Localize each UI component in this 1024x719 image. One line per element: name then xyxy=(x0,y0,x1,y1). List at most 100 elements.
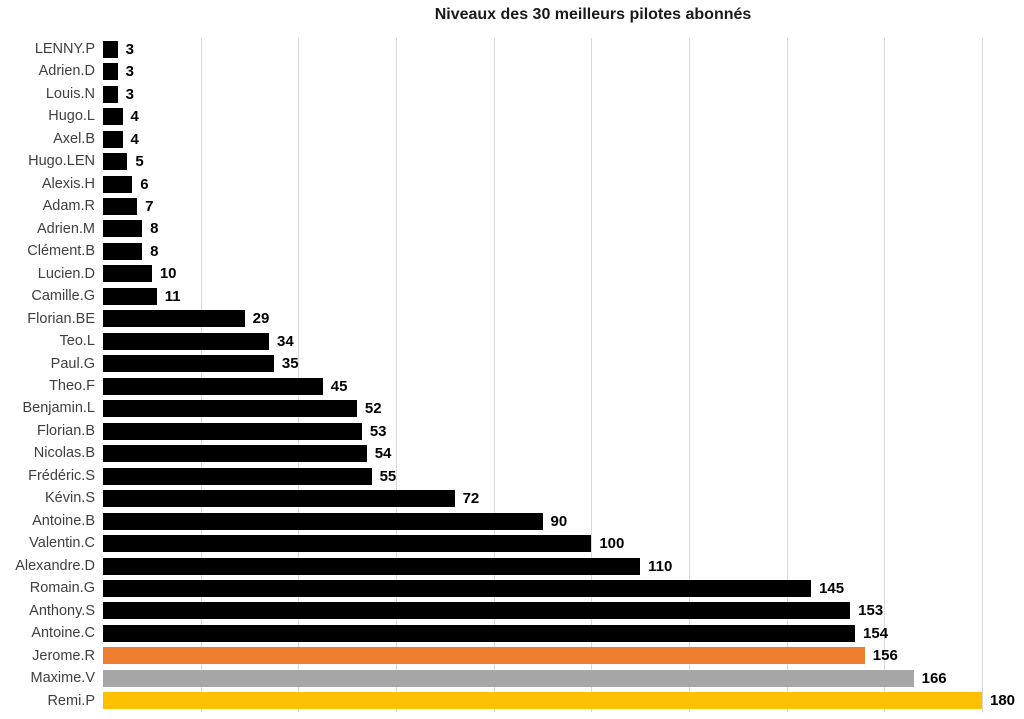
value-label: 180 xyxy=(990,692,1016,710)
bar-row: Clément.B 8 xyxy=(0,240,1024,262)
bar-rows: LENNY.P 3 Adrien.D 3 Louis.N 3 Hugo.L 4 Axel.B 4 H… xyxy=(0,38,1024,712)
bar-zone: 166 xyxy=(103,667,1024,689)
category-label: Jerome.R xyxy=(32,647,95,664)
bar-zone: 53 xyxy=(103,420,1024,442)
bar-row: Anthony.S 153 xyxy=(0,600,1024,622)
value-label: 5 xyxy=(135,153,144,171)
chart-title: Niveaux des 30 meilleurs pilotes abonnés xyxy=(434,6,752,23)
bar xyxy=(103,108,123,126)
bar-zone: 11 xyxy=(103,285,1024,307)
bar xyxy=(103,220,143,238)
bar-zone: 90 xyxy=(103,510,1024,532)
category-label: LENNY.P xyxy=(34,40,95,57)
category-label: Antoine.C xyxy=(31,625,95,642)
bar-zone: 34 xyxy=(103,330,1024,352)
bar-zone: 72 xyxy=(103,487,1024,509)
value-label: 55 xyxy=(379,467,397,485)
bar-zone: 110 xyxy=(103,555,1024,577)
bar xyxy=(103,377,323,395)
bar xyxy=(103,40,118,58)
value-label: 35 xyxy=(281,355,299,373)
value-label: 52 xyxy=(364,400,382,418)
value-label: 10 xyxy=(159,265,177,283)
value-label: 166 xyxy=(921,669,947,687)
bar xyxy=(103,512,543,530)
bar xyxy=(103,130,123,148)
bar-row: Theo.F 45 xyxy=(0,375,1024,397)
bar xyxy=(103,400,357,418)
bar xyxy=(103,242,143,260)
value-label: 90 xyxy=(550,512,568,530)
bar xyxy=(103,624,856,642)
value-label: 45 xyxy=(330,377,348,395)
bar xyxy=(103,287,157,305)
value-label: 11 xyxy=(164,287,181,305)
bar xyxy=(103,153,128,171)
gridline-100 xyxy=(591,38,593,712)
bar-zone: 100 xyxy=(103,532,1024,554)
bar-zone: 54 xyxy=(103,442,1024,464)
category-label: Louis.N xyxy=(45,85,95,102)
bar xyxy=(103,557,641,575)
category-label: Hugo.LEN xyxy=(28,153,95,170)
bar-row: Alexis.H 6 xyxy=(0,173,1024,195)
value-label: 4 xyxy=(130,130,139,148)
category-label: Frédéric.S xyxy=(28,467,95,484)
category-label: Antoine.B xyxy=(32,512,95,529)
category-label: Adrien.D xyxy=(38,63,95,80)
category-label: Adrien.M xyxy=(36,220,95,237)
value-label: 145 xyxy=(819,579,845,597)
bar xyxy=(103,175,133,193)
bar-row: Camille.G 11 xyxy=(0,285,1024,307)
bar-zone: 180 xyxy=(103,690,1024,712)
bar xyxy=(103,692,982,710)
bar xyxy=(103,422,362,440)
value-label: 100 xyxy=(599,535,625,553)
bar-zone: 4 xyxy=(103,105,1024,127)
value-label: 154 xyxy=(863,624,889,642)
category-label: Lucien.D xyxy=(37,265,95,282)
category-label: Clément.B xyxy=(27,243,95,260)
category-label: Teo.L xyxy=(59,333,95,350)
bar-row: Romain.G 145 xyxy=(0,577,1024,599)
bar xyxy=(103,310,245,328)
category-label: Axel.B xyxy=(53,130,95,147)
bar-row: Paul.G 35 xyxy=(0,353,1024,375)
bar-zone: 156 xyxy=(103,645,1024,667)
value-label: 54 xyxy=(374,445,392,463)
bar xyxy=(103,647,865,665)
gridline-180 xyxy=(982,38,983,712)
bar-zone: 3 xyxy=(103,83,1024,105)
bar xyxy=(103,355,274,373)
value-label: 3 xyxy=(125,63,134,81)
bar-row: Maxime.V 166 xyxy=(0,667,1024,689)
bar-row: Remi.P 180 xyxy=(0,690,1024,712)
category-label: Maxime.V xyxy=(30,670,95,687)
bar-zone: 6 xyxy=(103,173,1024,195)
category-label: Alexis.H xyxy=(41,175,95,192)
category-label: Hugo.L xyxy=(48,108,95,125)
bar-row: Axel.B 4 xyxy=(0,128,1024,150)
bar-row: Frédéric.S 55 xyxy=(0,465,1024,487)
category-label: Remi.P xyxy=(47,692,95,709)
bar xyxy=(103,332,270,350)
bar xyxy=(103,535,592,553)
value-label: 72 xyxy=(462,490,480,508)
value-label: 4 xyxy=(130,108,139,126)
category-label: Alexandre.D xyxy=(15,557,95,574)
bar-zone: 55 xyxy=(103,465,1024,487)
bar xyxy=(103,579,812,597)
bar-row: Valentin.C 100 xyxy=(0,532,1024,554)
bar-zone: 3 xyxy=(103,38,1024,60)
value-label: 53 xyxy=(369,422,387,440)
bar-row: Antoine.B 90 xyxy=(0,510,1024,532)
bar-zone: 153 xyxy=(103,600,1024,622)
category-label: Florian.BE xyxy=(27,310,95,327)
bar xyxy=(103,265,152,283)
gridline-120 xyxy=(689,38,690,712)
bar-zone: 8 xyxy=(103,218,1024,240)
bar-zone: 10 xyxy=(103,263,1024,285)
value-label: 3 xyxy=(125,40,134,58)
bar-row: Teo.L 34 xyxy=(0,330,1024,352)
category-label: Romain.G xyxy=(29,580,95,597)
